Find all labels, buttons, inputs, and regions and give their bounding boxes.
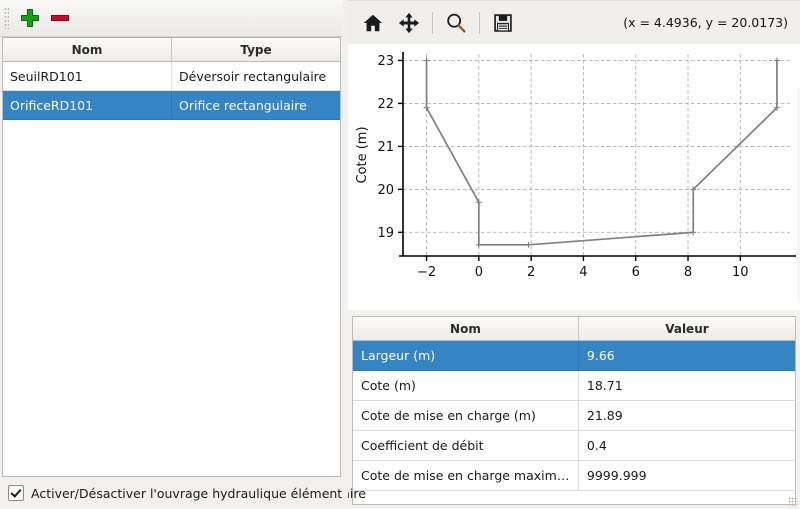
data-point-marker [773, 57, 780, 64]
floppy-disk-icon [494, 13, 512, 32]
plot-canvas: −2 0 2 4 6 8 10 19 20 21 22 23 Cote (m) [355, 52, 796, 280]
data-point-marker [475, 199, 482, 206]
plus-icon [21, 9, 39, 27]
data-point-marker [773, 104, 780, 111]
column-header-type[interactable]: Type [171, 38, 340, 62]
pan-button[interactable] [392, 6, 426, 40]
home-icon [363, 14, 383, 31]
tick-label-x: 2 [527, 265, 535, 280]
cell-nom: Cote de mise en charge maximale [353, 460, 579, 491]
left-panel: Nom Type SeuilRD101 Déversoir rectangula… [0, 0, 366, 509]
table-row[interactable]: SeuilRD101 Déversoir rectangulaire [3, 61, 340, 91]
add-structure-button[interactable] [15, 3, 45, 33]
tick-label-x: 10 [732, 265, 749, 280]
structure-table-body: SeuilRD101 Déversoir rectangulaire Orifi… [3, 61, 340, 120]
tick-label-y: 20 [377, 183, 394, 198]
right-panel: (x = 4.4936, y = 20.0173) −2 0 2 4 6 8 10 19 20 2… [348, 0, 800, 509]
plot-card: (x = 4.4936, y = 20.0173) −2 0 2 4 6 8 10 19 20 2… [348, 0, 800, 310]
toolbar-separator [479, 11, 480, 34]
properties-table: Nom Valeur Largeur (m) 9.66 Cote (m) 18.… [353, 317, 795, 491]
cell-nom: OrificeRD101 [3, 90, 172, 120]
enable-structure-row[interactable]: Activer/Désactiver l'ouvrage hydraulique… [0, 477, 366, 509]
tick-label-y: 23 [377, 54, 394, 69]
table-row[interactable]: OrificeRD101 Orifice rectangulaire [3, 90, 340, 120]
toolbar-drag-handle[interactable] [2, 5, 11, 31]
cell-nom: Coefficient de débit [353, 430, 579, 461]
tick-label-y: 19 [377, 226, 394, 241]
save-button[interactable] [486, 6, 520, 40]
table-row[interactable]: Cote de mise en charge (m) 21.89 [353, 400, 795, 431]
magnifier-icon [447, 13, 466, 33]
properties-table-body: Largeur (m) 9.66 Cote (m) 18.71 Cote de … [353, 340, 795, 491]
structure-table: Nom Type SeuilRD101 Déversoir rectangula… [3, 38, 340, 120]
cross-section-plot[interactable]: −2 0 2 4 6 8 10 19 20 21 22 23 Cote (m) [348, 44, 800, 310]
matplotlib-navigation-toolbar: (x = 4.4936, y = 20.0173) [348, 0, 800, 44]
window-resize-grip[interactable] [788, 497, 798, 507]
properties-header-row: Nom Valeur [353, 317, 795, 341]
cell-valeur[interactable]: 21.89 [578, 400, 795, 431]
cell-nom: SeuilRD101 [3, 61, 172, 91]
cell-type: Déversoir rectangulaire [171, 61, 340, 91]
right-edge-strip [797, 88, 800, 303]
minus-icon [51, 15, 69, 21]
table-row[interactable]: Largeur (m) 9.66 [353, 340, 795, 371]
structure-table-header-row: Nom Type [3, 38, 340, 62]
column-header-nom[interactable]: Nom [353, 317, 579, 341]
cell-type: Orifice rectangulaire [171, 90, 340, 120]
remove-structure-button[interactable] [45, 3, 75, 33]
cell-valeur[interactable]: 9.66 [578, 340, 795, 371]
home-button[interactable] [356, 6, 390, 40]
data-point-marker [690, 229, 697, 236]
cell-valeur[interactable]: 0.4 [578, 430, 795, 461]
tick-label-x: 8 [684, 265, 692, 280]
structure-list[interactable]: Nom Type SeuilRD101 Déversoir rectangula… [2, 37, 341, 477]
tick-label-y: 21 [377, 140, 394, 155]
y-axis-label: Cote (m) [355, 126, 370, 183]
tick-label-x: 4 [579, 265, 587, 280]
data-point-marker [525, 241, 532, 248]
data-point-marker [690, 186, 697, 193]
zoom-button[interactable] [439, 6, 473, 40]
cell-nom: Cote de mise en charge (m) [353, 400, 579, 431]
data-point-marker [423, 57, 430, 64]
tick-label-y: 22 [377, 97, 394, 112]
move-arrows-icon [398, 12, 420, 33]
data-point-marker [423, 104, 430, 111]
tick-label-x: 0 [475, 265, 483, 280]
properties-table-container[interactable]: Nom Valeur Largeur (m) 9.66 Cote (m) 18.… [352, 316, 796, 505]
table-row[interactable]: Cote (m) 18.71 [353, 370, 795, 401]
column-header-nom[interactable]: Nom [3, 38, 172, 62]
tick-label-x: −2 [417, 265, 436, 280]
panel-splitter[interactable] [343, 0, 348, 509]
table-row[interactable]: Coefficient de débit 0.4 [353, 430, 795, 461]
column-header-valeur[interactable]: Valeur [578, 317, 795, 341]
cell-valeur[interactable]: 18.71 [578, 370, 795, 401]
cell-valeur[interactable]: 9999.999 [578, 460, 795, 491]
cell-nom: Cote (m) [353, 370, 579, 401]
table-row[interactable]: Cote de mise en charge maximale 9999.999 [353, 460, 795, 491]
cell-nom: Largeur (m) [353, 340, 579, 371]
structure-list-toolbar [0, 0, 343, 37]
toolbar-separator [432, 11, 433, 34]
data-point-marker [475, 241, 482, 248]
cursor-coordinates-readout: (x = 4.4936, y = 20.0173) [623, 15, 788, 30]
enable-structure-label: Activer/Désactiver l'ouvrage hydraulique… [31, 485, 366, 501]
structure-list-empty-area [3, 120, 340, 476]
tick-label-x: 6 [632, 265, 640, 280]
enable-structure-checkbox[interactable] [8, 485, 24, 501]
